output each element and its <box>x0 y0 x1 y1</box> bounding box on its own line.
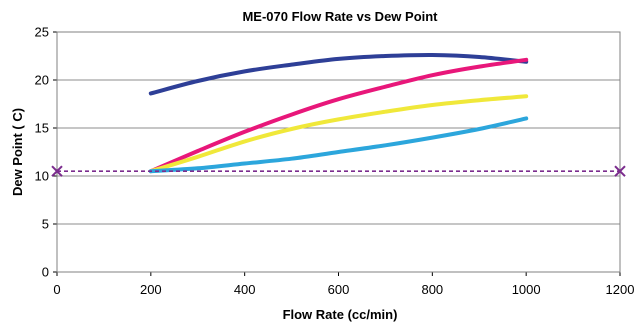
x-tick-label: 600 <box>328 282 350 297</box>
series-line-3 <box>148 94 529 174</box>
series-line-1 <box>148 52 529 96</box>
y-tick-label: 20 <box>35 73 49 88</box>
y-tick-label: 25 <box>35 25 49 40</box>
y-axis-label: Dew Point ( C) <box>10 108 25 196</box>
series-layer <box>51 52 626 177</box>
x-tick-label: 0 <box>53 282 60 297</box>
y-tick-label: 10 <box>35 169 49 184</box>
x-tick-label: 1200 <box>606 282 635 297</box>
x-tick-label: 400 <box>234 282 256 297</box>
x-marker <box>614 165 626 177</box>
y-tick-label: 15 <box>35 121 49 136</box>
y-tick-label: 5 <box>42 217 49 232</box>
x-tick-label: 200 <box>140 282 162 297</box>
x-tick-labels: 0 200 400 600 800 1000 1200 <box>53 282 634 297</box>
x-axis-label: Flow Rate (cc/min) <box>283 307 398 322</box>
series-line-2 <box>148 57 529 174</box>
y-tick-labels: 0 5 10 15 20 25 <box>35 25 49 280</box>
plot-area <box>56 31 621 273</box>
series-line-4 <box>148 116 529 174</box>
chart-title: ME-070 Flow Rate vs Dew Point <box>242 9 438 24</box>
x-tick-label: 800 <box>421 282 443 297</box>
x-tick-label: 1000 <box>512 282 541 297</box>
x-marker <box>51 165 63 177</box>
y-tick-label: 0 <box>42 265 49 280</box>
